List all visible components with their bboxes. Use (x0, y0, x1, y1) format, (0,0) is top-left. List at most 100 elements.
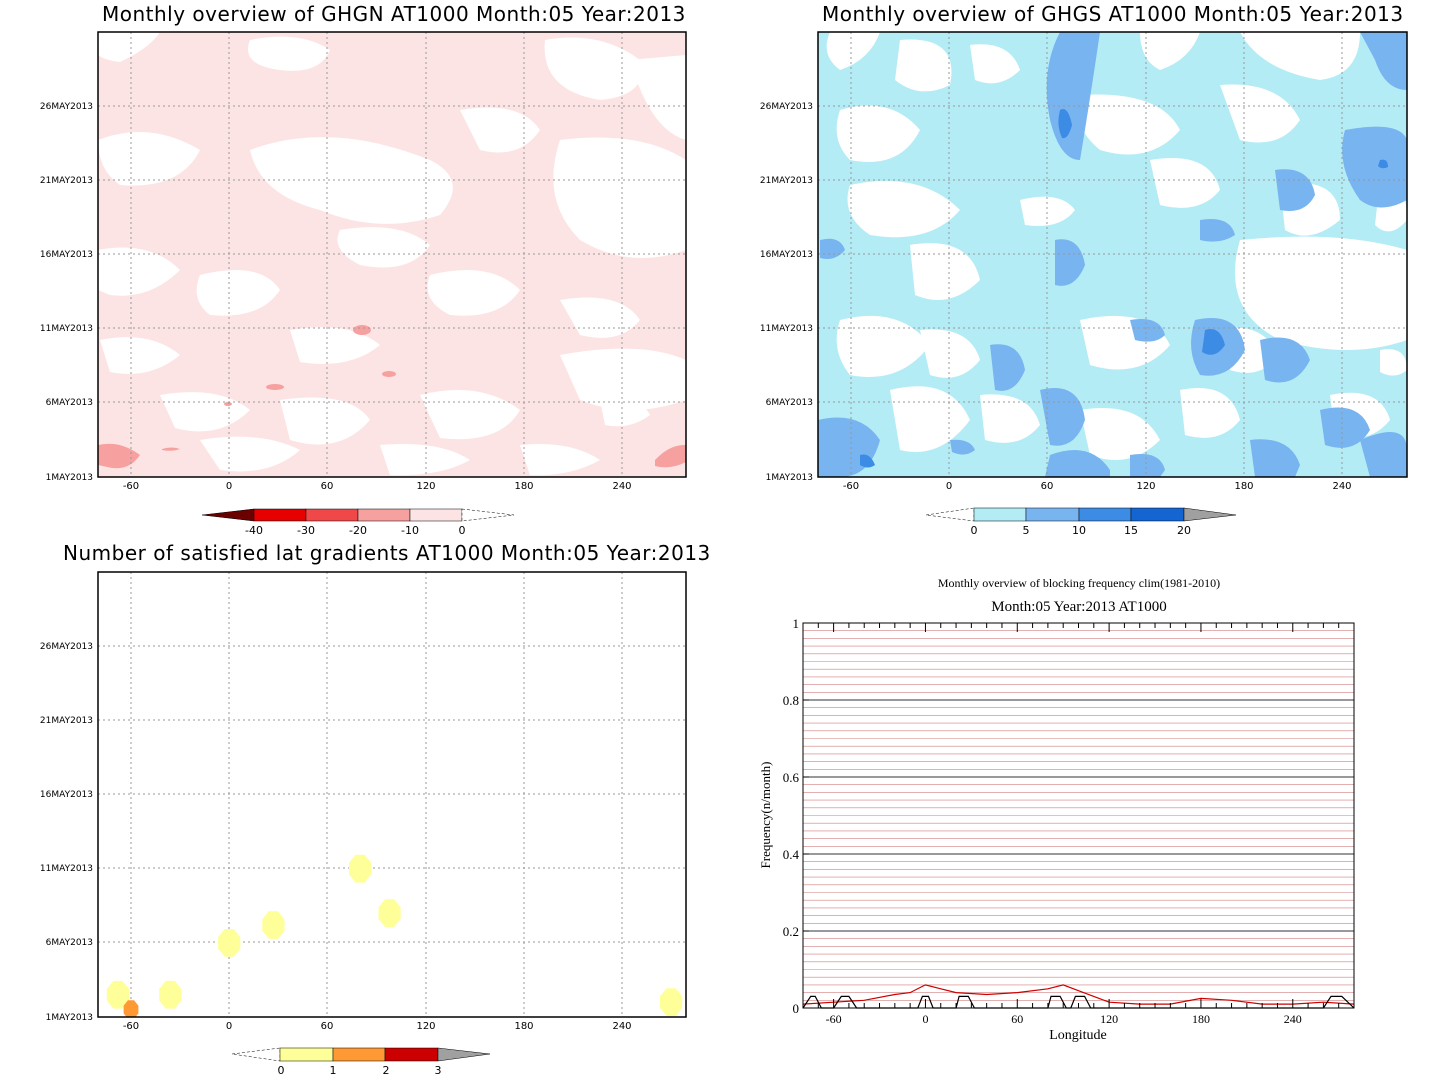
y-tick-label: 26MAY2013 (40, 102, 93, 112)
colorbar-label: 10 (1072, 524, 1086, 537)
blocking-subtitle: Month:05 Year:2013 AT1000 (991, 599, 1167, 615)
ghgn-map: 26MAY2013 21MAY2013 16MAY2013 11MAY2013 … (40, 31, 687, 537)
ghgs-title: Monthly overview of GHGS AT1000 Month:05… (822, 2, 1404, 26)
x-tick-label: -60 (123, 481, 139, 492)
ghgs-x-ticks: -60 0 60 120 180 240 (843, 481, 1352, 492)
colorbar-label: 5 (1023, 524, 1030, 537)
colorbar-label: -10 (401, 524, 419, 537)
y-tick-label: 16MAY2013 (40, 790, 93, 800)
colorbar-label: 0 (459, 524, 466, 537)
y-tick-label: 26MAY2013 (760, 102, 813, 112)
ghgs-y-ticks: 26MAY2013 21MAY2013 16MAY2013 11MAY2013 … (760, 102, 813, 483)
ghgn-colorbar: -40 -30 -20 -10 0 (201, 508, 515, 537)
x-tick-label: 120 (1136, 481, 1155, 492)
x-tick-label: 240 (1284, 1012, 1302, 1026)
colorbar-swatch (357, 508, 411, 522)
ghgn-gridlines (98, 32, 686, 477)
colorbar-label: -30 (297, 524, 315, 537)
x-tick-label: 0 (226, 1021, 232, 1032)
gradient-blob (106, 980, 129, 1009)
gradients-colorbar: 0 1 2 3 (231, 1047, 491, 1077)
colorbar-label: -20 (349, 524, 367, 537)
colorbar-swatch (925, 507, 975, 522)
y-tick-label: 21MAY2013 (40, 176, 93, 186)
ghgn-y-ticks: 26MAY2013 21MAY2013 16MAY2013 11MAY2013 … (40, 102, 93, 483)
blocking-title: Monthly overview of blocking frequency c… (937, 576, 1221, 590)
gradient-blob (378, 899, 401, 927)
series-line (802, 984, 1355, 1005)
gradient-blob (660, 988, 683, 1016)
y-tick-label: 0.2 (783, 924, 799, 939)
x-tick-label: 0 (946, 481, 952, 492)
gradients-map: 26MAY2013 21MAY2013 16MAY2013 11MAY2013 … (40, 571, 687, 1077)
x-tick-label: 180 (514, 1021, 533, 1032)
x-tick-label: 120 (416, 1021, 435, 1032)
x-tick-label: 0 (226, 481, 232, 492)
ghgs-frame (817, 31, 1408, 478)
blocking-xlabel: Longitude (1049, 1028, 1107, 1043)
ghgn-title: Monthly overview of GHGN AT1000 Month:05… (102, 2, 686, 26)
colorbar-swatch (437, 1047, 491, 1062)
blocking-gridlines (803, 630, 1354, 1001)
colorbar-swatch (1130, 507, 1185, 522)
x-tick-label: 240 (1332, 481, 1351, 492)
blocking-ylabel: Frequency(n/month) (758, 762, 773, 869)
gradients-x-ticks: -60 0 60 120 180 240 (123, 1021, 632, 1032)
x-tick-label: -60 (123, 1021, 139, 1032)
ghgs-white-patches (826, 32, 1407, 460)
y-tick-label: 16MAY2013 (760, 250, 813, 260)
x-tick-label: 180 (514, 481, 533, 492)
x-tick-label: -60 (826, 1012, 842, 1026)
ghgs-gridlines (818, 32, 1407, 477)
x-tick-label: 180 (1192, 1012, 1210, 1026)
x-tick-label: 60 (1011, 1012, 1023, 1026)
x-tick-label: 60 (321, 481, 334, 492)
colorbar-swatch (1078, 507, 1132, 522)
ghgn-dark-patches (98, 325, 686, 469)
x-tick-label: -60 (843, 481, 859, 492)
y-tick-label: 21MAY2013 (760, 176, 813, 186)
ghgs-map: 26MAY2013 21MAY2013 16MAY2013 11MAY2013 … (760, 31, 1408, 537)
ghgn-x-ticks: -60 0 60 120 180 240 (123, 481, 632, 492)
ghgs-colorbar: 0 5 10 15 20 (925, 507, 1237, 537)
y-tick-label: 11MAY2013 (40, 324, 93, 334)
gradient-blob (123, 1000, 139, 1017)
series-line (802, 995, 1355, 1009)
y-tick-label: 26MAY2013 (40, 642, 93, 652)
colorbar-swatch (1025, 507, 1080, 522)
colorbar-swatch (1183, 507, 1237, 522)
x-tick-label: 60 (1041, 481, 1054, 492)
y-tick-label: 11MAY2013 (40, 864, 93, 874)
colorbar-swatch (332, 1047, 386, 1062)
gradient-blob (159, 980, 182, 1009)
gradient-blob (262, 911, 285, 939)
colorbar-swatch (409, 508, 463, 522)
gradients-blobs (106, 854, 683, 1017)
ghgn-frame (97, 31, 687, 478)
x-tick-label: 60 (321, 1021, 334, 1032)
y-tick-label: 1MAY2013 (766, 473, 813, 483)
y-tick-label: 21MAY2013 (40, 716, 93, 726)
y-tick-label: 16MAY2013 (40, 250, 93, 260)
x-tick-label: 120 (1100, 1012, 1118, 1026)
colorbar-swatch (279, 1047, 334, 1062)
blocking-chart: 00.20.40.60.81-60 0 60 120 180 240 Longitude … (758, 616, 1355, 1043)
colorbar-label: 1 (330, 1064, 337, 1077)
y-tick-label: 1MAY2013 (46, 1013, 93, 1023)
gradients-frame (97, 571, 687, 1018)
colorbar-label: -40 (245, 524, 263, 537)
y-tick-label: 0.6 (783, 770, 800, 785)
y-tick-label: 6MAY2013 (46, 938, 93, 948)
y-tick-label: 0.4 (783, 847, 800, 862)
y-tick-label: 6MAY2013 (46, 398, 93, 408)
y-tick-label: 1 (793, 616, 800, 631)
ghgs-dark-patches (860, 109, 1388, 468)
blocking-ticks: 0 0.2 0.4 0.6 0.8 1 -60 0 60 120 180 240 (783, 616, 1355, 1026)
gradient-blob (349, 854, 372, 883)
colorbar-label: 20 (1177, 524, 1191, 537)
colorbar-swatch (384, 1047, 439, 1062)
colorbar-swatch (231, 1047, 281, 1062)
x-tick-label: 240 (612, 1021, 631, 1032)
colorbar-swatch (973, 507, 1027, 522)
gradients-gridlines (98, 572, 686, 1017)
